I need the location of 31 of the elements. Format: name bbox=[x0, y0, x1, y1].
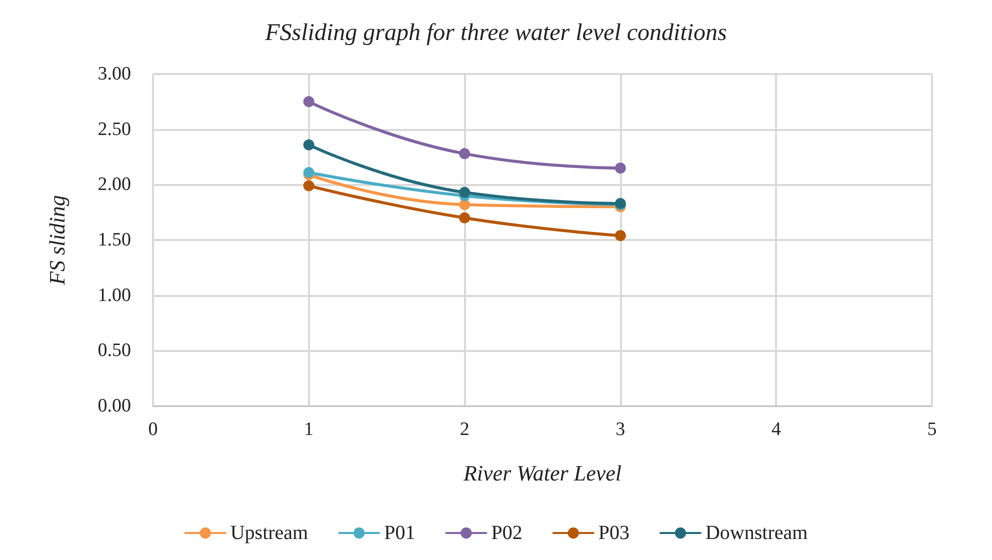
legend-label: P02 bbox=[491, 522, 522, 544]
y-tick-label: 1.50 bbox=[98, 230, 131, 250]
x-tick-label: 4 bbox=[771, 419, 782, 440]
point bbox=[303, 180, 314, 192]
legend-label: P03 bbox=[598, 522, 630, 544]
x-axis-title: River Water Level bbox=[462, 460, 622, 486]
legend-label: Downstream bbox=[705, 522, 808, 544]
point bbox=[459, 199, 470, 210]
y-tick-label: 2.50 bbox=[98, 118, 131, 140]
point bbox=[614, 230, 626, 242]
point bbox=[303, 139, 314, 150]
y-axis-title: FS sliding bbox=[44, 195, 70, 286]
point bbox=[459, 212, 470, 224]
y-tick-label: 3.00 bbox=[98, 64, 131, 84]
point bbox=[303, 96, 314, 108]
legend-label: P01 bbox=[384, 522, 416, 544]
x-tick-label: 0 bbox=[148, 419, 158, 440]
x-tick-label: 1 bbox=[304, 419, 314, 440]
point bbox=[614, 162, 626, 174]
point bbox=[303, 166, 314, 178]
legend-label: Upstream bbox=[230, 522, 309, 544]
point bbox=[459, 186, 470, 198]
y-tick-label: 2.00 bbox=[98, 174, 131, 196]
x-tick-label: 3 bbox=[616, 419, 626, 440]
x-tick-label: 5 bbox=[927, 419, 937, 440]
y-tick-label: 0.00 bbox=[98, 396, 131, 416]
chart-title: FSsliding graph for three water level conditions bbox=[264, 20, 727, 46]
y-tick-label: 1.00 bbox=[98, 284, 131, 306]
x-tick-label: 2 bbox=[460, 419, 470, 440]
y-tick-label: 0.50 bbox=[98, 340, 131, 362]
point bbox=[459, 148, 470, 160]
